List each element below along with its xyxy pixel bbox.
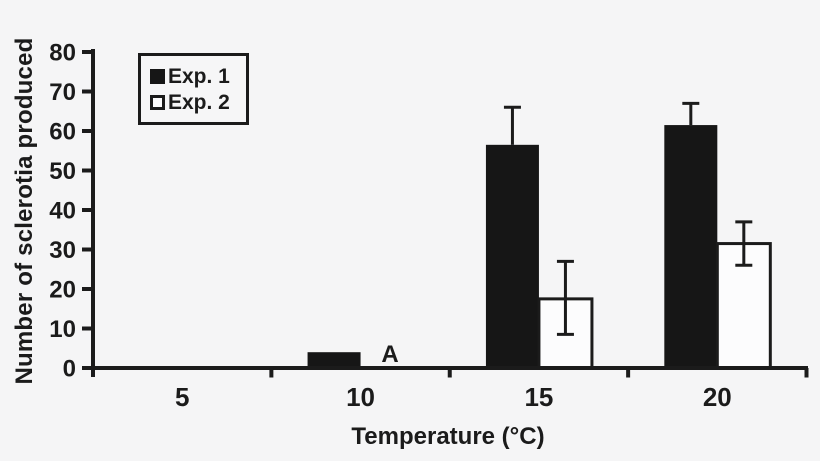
y-tick-label-10: 10 [49, 316, 76, 343]
y-tick-label-50: 50 [49, 158, 76, 185]
legend: Exp. 1 Exp. 2 [138, 53, 249, 125]
legend-label-exp2: Exp. 2 [168, 90, 230, 114]
legend-item-exp1: Exp. 1 [150, 66, 246, 87]
x-tick-label-10: 10 [346, 382, 375, 412]
y-tick-label-80: 80 [49, 40, 76, 67]
x-tick-label-20: 20 [703, 382, 732, 412]
bar-exp1-15 [485, 144, 539, 368]
y-tick-label-40: 40 [49, 198, 76, 225]
y-axis-title: Number of sclerotia produced [11, 37, 38, 385]
y-tick-label-30: 30 [49, 237, 76, 264]
exp2-open-square-icon [150, 94, 165, 110]
bar-exp1-20 [664, 125, 718, 368]
legend-label-exp1: Exp. 1 [168, 64, 230, 88]
legend-item-exp2: Exp. 2 [150, 92, 246, 113]
exp1-filled-square-icon [150, 68, 165, 84]
y-tick-label-0: 0 [63, 356, 76, 383]
y-tick-label-70: 70 [49, 79, 76, 106]
x-tick-label-5: 5 [175, 382, 189, 412]
x-axis-title: Temperature (°C) [351, 423, 545, 450]
y-tick-label-60: 60 [49, 119, 76, 146]
bar-exp1-10 [307, 352, 361, 368]
x-tick-label-15: 15 [524, 382, 553, 412]
y-tick-label-20: 20 [49, 277, 76, 304]
annotation-letter-a: A [381, 341, 399, 368]
